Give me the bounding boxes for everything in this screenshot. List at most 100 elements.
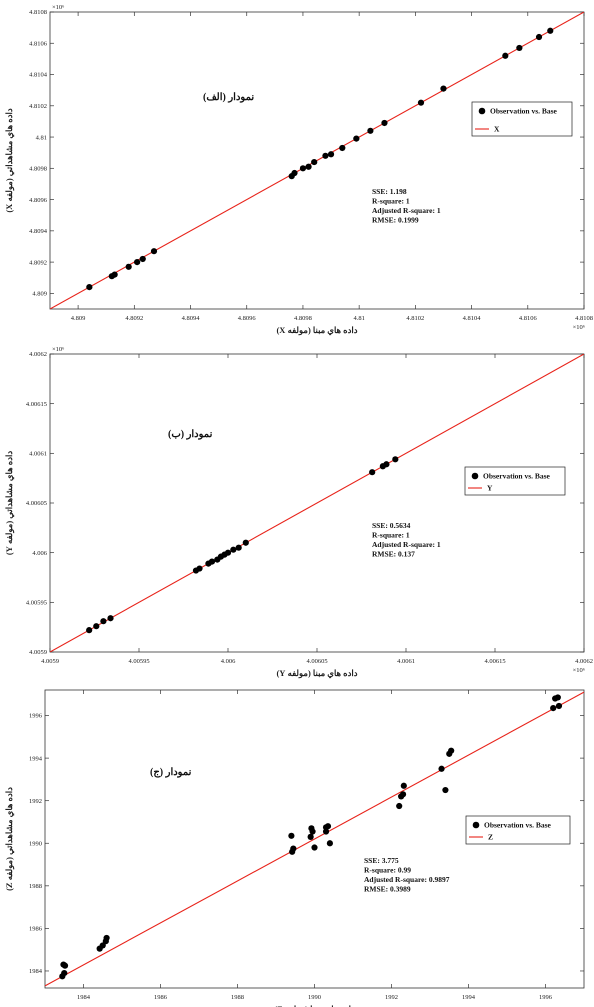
legend-point-marker bbox=[478, 107, 486, 115]
x-tick-label: 4.8096 bbox=[238, 315, 257, 322]
data-point bbox=[99, 942, 106, 949]
y-tick-label: 1992 bbox=[29, 798, 42, 805]
y-tick-label: 4.8108 bbox=[29, 9, 47, 16]
data-point bbox=[134, 259, 141, 266]
data-point bbox=[442, 786, 449, 794]
data-point bbox=[383, 461, 390, 468]
x-tick-label: 4.8094 bbox=[182, 315, 201, 322]
stats-line: RMSE: 0.1999 bbox=[372, 216, 419, 225]
data-point bbox=[60, 961, 67, 968]
x-tick-label: 1986 bbox=[154, 994, 168, 1001]
data-points bbox=[86, 456, 399, 634]
data-point bbox=[291, 169, 298, 177]
x-tick-label: 4.8102 bbox=[406, 315, 424, 322]
y-tick-label: 4.8096 bbox=[29, 197, 48, 204]
y-tick-label: 4.0061 bbox=[29, 451, 47, 458]
data-point bbox=[290, 845, 297, 852]
y-axis-label: داده هاي مشاهداتي (مولفه Z) bbox=[4, 787, 15, 891]
y-exponent-label: ×10⁶ bbox=[52, 4, 64, 11]
stats-line: R-square: 1 bbox=[372, 531, 410, 540]
x-tick-label: 1992 bbox=[385, 994, 398, 1001]
stats-line: R-square: 1 bbox=[372, 197, 410, 206]
x-axis-label: داده هاي مبنا (مولفه Y) bbox=[276, 668, 357, 679]
data-point bbox=[139, 255, 146, 263]
data-point bbox=[448, 747, 455, 754]
data-point bbox=[440, 85, 447, 92]
data-point bbox=[103, 934, 110, 942]
data-point bbox=[230, 546, 237, 553]
y-tick-label: 1994 bbox=[29, 755, 43, 762]
data-point bbox=[305, 163, 312, 170]
stats-line: SSE: 3.775 bbox=[364, 856, 399, 865]
y-tick-label: 4.809 bbox=[32, 291, 47, 298]
x-tick-label: 1984 bbox=[77, 994, 91, 1001]
plot-area bbox=[49, 11, 585, 310]
legend-box bbox=[464, 466, 566, 496]
data-point bbox=[86, 627, 93, 634]
data-point bbox=[322, 824, 330, 831]
data-point bbox=[111, 271, 118, 278]
data-point bbox=[311, 158, 318, 166]
y-exponent-label: ×10⁶ bbox=[52, 346, 64, 353]
x-axis-label: داده هاي مبنا (مولفه Z) bbox=[274, 1004, 355, 1007]
y-tick-label: 4.8092 bbox=[29, 259, 47, 266]
data-point bbox=[93, 623, 100, 630]
data-point bbox=[392, 456, 399, 463]
fit-line bbox=[45, 691, 584, 987]
data-point bbox=[326, 840, 333, 847]
x-tick-label: 4.006 bbox=[221, 658, 236, 665]
legend-box bbox=[465, 815, 571, 845]
data-point bbox=[516, 44, 523, 52]
y-tick-label: 4.8106 bbox=[29, 40, 48, 47]
x-tick-label: 4.8104 bbox=[463, 315, 482, 322]
data-point bbox=[339, 144, 346, 152]
stats-line: SSE: 0.5634 bbox=[372, 521, 411, 530]
data-point bbox=[547, 27, 554, 34]
data-point bbox=[196, 565, 203, 572]
y-tick-label: 4.8102 bbox=[29, 103, 47, 110]
panel-label: نمودار (ب) bbox=[168, 429, 213, 440]
x-tick-label: 4.0062 bbox=[575, 658, 593, 665]
x-tick-label: 1994 bbox=[462, 994, 476, 1001]
x-tick-label: 4.8092 bbox=[125, 315, 143, 322]
data-point bbox=[100, 618, 107, 625]
x-exponent-label: ×10⁶ bbox=[573, 667, 585, 674]
x-tick-label: 1988 bbox=[231, 994, 244, 1001]
data-point bbox=[550, 704, 557, 712]
x-tick-label: 4.8106 bbox=[519, 315, 538, 322]
legend-points-label: Observation vs. Base bbox=[484, 821, 552, 830]
data-point bbox=[224, 549, 232, 556]
data-points bbox=[59, 694, 563, 980]
data-point bbox=[353, 135, 360, 142]
stats-line: RMSE: 0.3989 bbox=[364, 885, 411, 894]
data-point bbox=[555, 702, 563, 710]
y-tick-label: 4.00615 bbox=[26, 401, 47, 408]
y-tick-label: 1996 bbox=[29, 713, 43, 720]
stats-line: RMSE: 0.137 bbox=[372, 550, 415, 559]
x-exponent-label: ×10⁶ bbox=[573, 324, 585, 331]
y-tick-label: 4.81 bbox=[36, 134, 47, 141]
data-point bbox=[307, 833, 314, 840]
y-tick-label: 4.8098 bbox=[29, 166, 47, 173]
data-point bbox=[308, 825, 315, 832]
data-point bbox=[396, 802, 403, 810]
legend-points-label: Observation vs. Base bbox=[483, 472, 551, 481]
chart-panel-2: 4.0059 4.00595 4.006 4.00605 4.0061 4.00615 4.… bbox=[4, 346, 593, 679]
y-tick-label: 4.00595 bbox=[26, 600, 47, 607]
data-point bbox=[367, 127, 374, 134]
y-tick-label: 4.0062 bbox=[29, 351, 47, 358]
legend: Observation vs. Base Y bbox=[464, 466, 566, 496]
data-point bbox=[502, 52, 509, 59]
x-tick-label: 1990 bbox=[308, 994, 321, 1001]
data-point bbox=[417, 99, 425, 106]
stats-line: Adjusted R-square: 0.9897 bbox=[364, 875, 450, 884]
panel-label: نمودار (ج) bbox=[150, 767, 192, 778]
data-point bbox=[311, 844, 318, 851]
data-point bbox=[299, 165, 307, 172]
data-point bbox=[399, 791, 407, 798]
data-point bbox=[107, 615, 114, 622]
legend-line-label: Y bbox=[487, 484, 493, 493]
data-point bbox=[61, 970, 68, 977]
x-tick-label: 4.00615 bbox=[484, 658, 505, 665]
